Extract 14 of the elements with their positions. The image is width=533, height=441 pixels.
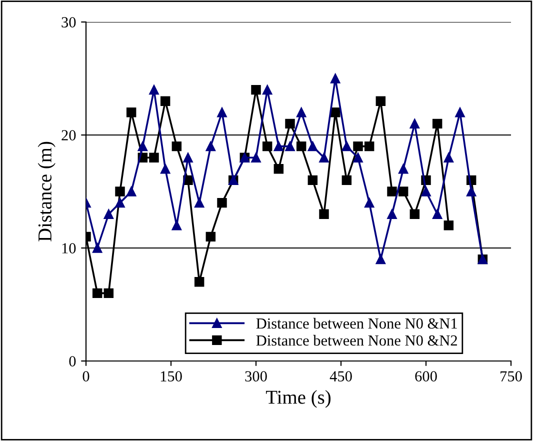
y-axis-title: Distance (m) — [38, 142, 56, 242]
x-tick-label: 750 — [500, 371, 522, 382]
legend-label: Distance between None N0 &N1 — [256, 318, 457, 329]
y-tick-label: 0 — [69, 356, 76, 366]
y-tick-label: 10 — [62, 243, 76, 254]
legend-label: Distance between None N0 &N2 — [256, 334, 457, 346]
x-tick-label: 600 — [415, 371, 437, 382]
x-tick-label: 0 — [82, 371, 90, 382]
y-tick-label: 30 — [62, 17, 76, 28]
y-tick-label: 20 — [62, 130, 76, 140]
x-axis-title: Time (s) — [266, 390, 331, 408]
x-tick-label: 150 — [160, 371, 182, 382]
x-tick-label: 300 — [245, 371, 267, 382]
x-tick-label: 450 — [330, 371, 352, 382]
